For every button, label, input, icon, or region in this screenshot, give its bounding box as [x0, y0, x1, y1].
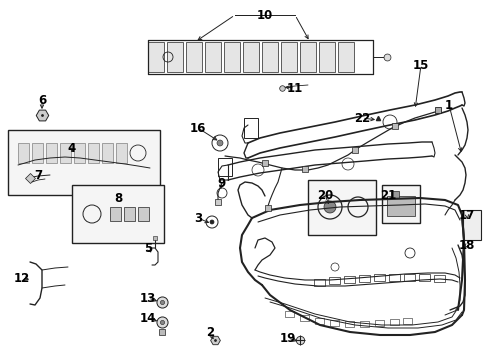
- Text: 18: 18: [458, 239, 474, 252]
- Circle shape: [209, 220, 214, 224]
- Text: 4: 4: [68, 141, 76, 154]
- Bar: [218, 158, 231, 176]
- Bar: [388, 274, 399, 281]
- Bar: [116, 143, 127, 163]
- Text: 16: 16: [189, 122, 206, 135]
- Circle shape: [217, 140, 223, 146]
- Bar: [328, 277, 339, 284]
- Bar: [110, 207, 121, 221]
- Text: 22: 22: [353, 112, 369, 125]
- Text: 1: 1: [444, 99, 452, 112]
- Bar: [281, 42, 296, 72]
- Bar: [345, 321, 353, 327]
- Bar: [389, 319, 398, 325]
- Bar: [204, 42, 221, 72]
- Bar: [18, 143, 29, 163]
- Bar: [329, 320, 338, 326]
- Bar: [285, 311, 293, 317]
- Text: 7: 7: [34, 168, 42, 181]
- Bar: [358, 275, 369, 282]
- Text: 11: 11: [286, 81, 303, 95]
- Bar: [462, 210, 480, 240]
- Text: 21: 21: [379, 189, 395, 202]
- Bar: [32, 143, 43, 163]
- Bar: [72, 185, 163, 243]
- Circle shape: [324, 201, 335, 213]
- Bar: [243, 42, 259, 72]
- Bar: [167, 42, 183, 72]
- Bar: [359, 321, 368, 327]
- Bar: [402, 318, 411, 324]
- Bar: [313, 279, 325, 286]
- Text: 3: 3: [194, 212, 202, 225]
- Bar: [148, 42, 163, 72]
- Bar: [185, 42, 202, 72]
- Bar: [433, 275, 444, 282]
- Bar: [244, 118, 258, 138]
- Text: 5: 5: [143, 242, 152, 255]
- Bar: [88, 143, 99, 163]
- Bar: [314, 318, 324, 324]
- Bar: [343, 276, 354, 283]
- Bar: [374, 320, 383, 326]
- Bar: [386, 196, 414, 216]
- Bar: [124, 207, 135, 221]
- Bar: [8, 130, 160, 195]
- Text: 8: 8: [114, 192, 122, 204]
- Bar: [299, 315, 308, 321]
- Bar: [418, 274, 429, 281]
- Bar: [102, 143, 113, 163]
- Bar: [46, 143, 57, 163]
- Bar: [318, 42, 334, 72]
- Bar: [224, 42, 240, 72]
- Bar: [262, 42, 278, 72]
- Bar: [381, 185, 419, 223]
- Text: 20: 20: [316, 189, 332, 202]
- Bar: [403, 274, 414, 281]
- Text: 13: 13: [140, 292, 156, 305]
- Text: 10: 10: [256, 9, 273, 22]
- Bar: [307, 180, 375, 235]
- Bar: [337, 42, 353, 72]
- Text: 2: 2: [205, 327, 214, 339]
- Text: 12: 12: [14, 271, 30, 284]
- Text: 17: 17: [458, 208, 474, 221]
- Bar: [373, 274, 384, 281]
- Text: 6: 6: [38, 94, 46, 107]
- Text: 15: 15: [412, 59, 428, 72]
- Bar: [390, 191, 398, 198]
- Bar: [60, 143, 71, 163]
- Bar: [138, 207, 149, 221]
- Text: 14: 14: [140, 311, 156, 324]
- Bar: [74, 143, 85, 163]
- Text: 9: 9: [218, 176, 225, 189]
- Bar: [299, 42, 315, 72]
- Text: 19: 19: [279, 332, 296, 345]
